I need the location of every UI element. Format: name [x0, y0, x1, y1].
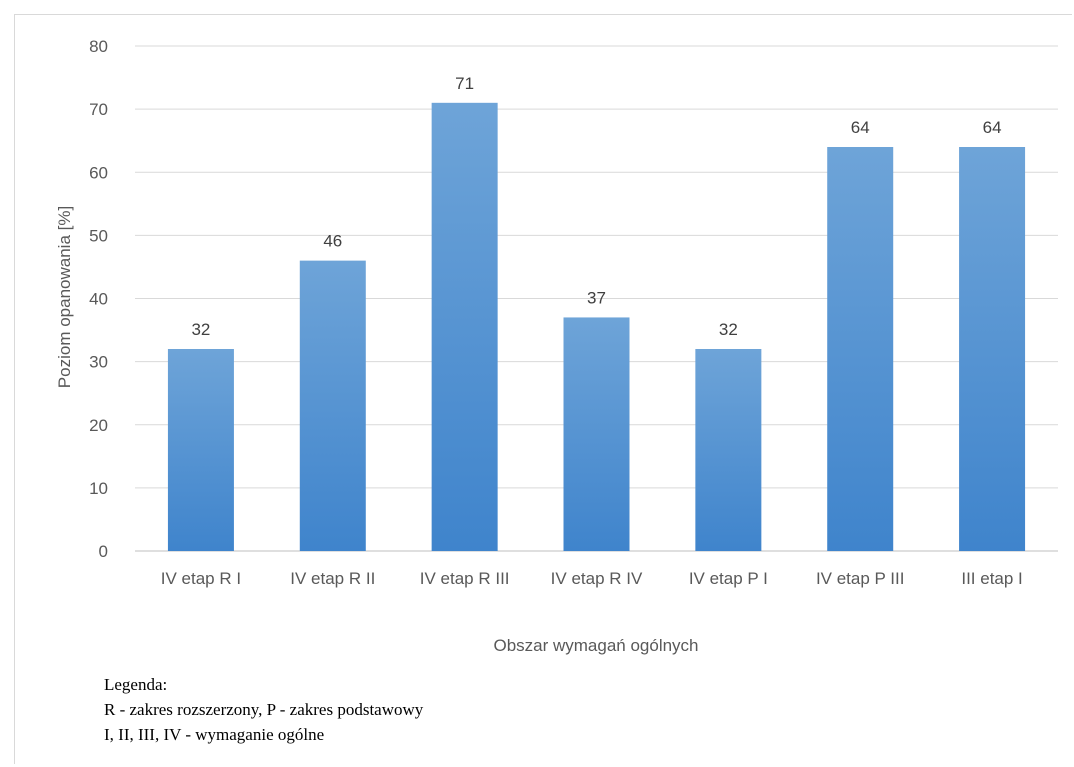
data-label: 32 — [719, 320, 738, 339]
y-axis-title: Poziom opanowania [%] — [55, 206, 74, 388]
data-label: 64 — [851, 118, 870, 137]
legend-title: Legenda: — [104, 675, 168, 694]
bar — [431, 102, 498, 551]
y-tick-label: 70 — [89, 100, 108, 119]
y-tick-label: 20 — [89, 416, 108, 435]
bar — [563, 317, 630, 551]
bars — [167, 102, 1026, 551]
y-tick-label: 0 — [99, 542, 108, 561]
bar-chart: 0 10 20 30 40 50 60 70 80 32 46 71 37 32 64 64 IV etap… — [55, 37, 1058, 655]
data-label: 37 — [587, 288, 606, 307]
x-tick-label: IV etap R I — [161, 569, 241, 588]
data-labels: 32 46 71 37 32 64 64 — [191, 74, 1001, 339]
x-tick-label: IV etap R II — [290, 569, 375, 588]
y-tick-label: 60 — [89, 163, 108, 182]
y-tick-label: 40 — [89, 290, 108, 309]
x-tick-label: III etap I — [961, 569, 1022, 588]
y-axis-ticks: 0 10 20 30 40 50 60 70 80 — [89, 37, 108, 561]
bar — [959, 147, 1026, 551]
bar — [299, 260, 366, 551]
y-tick-label: 10 — [89, 479, 108, 498]
x-tick-label: IV etap P III — [816, 569, 905, 588]
x-tick-label: IV etap P I — [689, 569, 768, 588]
x-tick-label: IV etap R III — [420, 569, 510, 588]
x-tick-label: IV etap R IV — [551, 569, 643, 588]
bar — [827, 147, 894, 551]
y-tick-label: 30 — [89, 353, 108, 372]
y-tick-label: 80 — [89, 37, 108, 56]
legend-notes: Legenda: R - zakres rozszerzony, P - zak… — [104, 672, 423, 747]
bar — [695, 349, 762, 551]
data-label: 64 — [983, 118, 1002, 137]
legend-line-2: I, II, III, IV - wymaganie ogólne — [104, 725, 325, 744]
data-label: 32 — [191, 320, 210, 339]
chart-frame — [14, 14, 1072, 764]
data-label: 46 — [323, 232, 342, 251]
bar — [167, 349, 234, 551]
x-axis-ticks: IV etap R I IV etap R II IV etap R III IV e… — [161, 569, 1023, 588]
legend-line-1: R - zakres rozszerzony, P - zakres podst… — [104, 700, 424, 719]
x-axis-title: Obszar wymagań ogólnych — [493, 636, 698, 655]
y-tick-label: 50 — [89, 226, 108, 245]
data-label: 71 — [455, 74, 474, 93]
